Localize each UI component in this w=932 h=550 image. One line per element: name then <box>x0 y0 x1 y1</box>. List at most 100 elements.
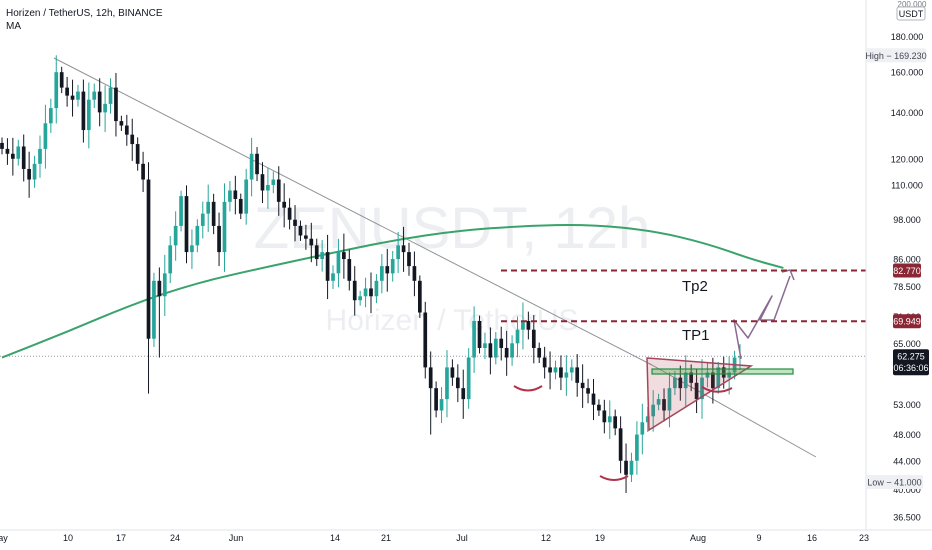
candle-body <box>16 146 21 159</box>
candle <box>477 315 482 354</box>
candle <box>548 351 552 390</box>
candle <box>141 151 145 193</box>
price-tick: 98.000 <box>893 215 921 225</box>
candle-body <box>27 168 31 180</box>
time-tick: Aug <box>690 533 706 543</box>
candle-body <box>412 266 417 281</box>
breakout-box <box>651 368 794 375</box>
candles <box>0 55 742 494</box>
watermark-name: Horizen / TetherUS <box>326 304 579 337</box>
candle <box>260 162 265 203</box>
candle <box>81 79 86 143</box>
candle-body <box>428 367 433 389</box>
tp2-label: Tp2 <box>682 278 708 295</box>
candle-body <box>342 252 346 260</box>
candle-body <box>309 238 314 246</box>
candle <box>445 350 449 418</box>
candle <box>70 79 75 117</box>
candle <box>586 378 590 404</box>
candle-body <box>689 372 694 383</box>
candle <box>309 222 314 263</box>
candle-body <box>244 179 249 214</box>
candle <box>200 201 205 239</box>
candle <box>651 390 656 432</box>
tp2-price-tag: 82.770 <box>893 266 921 276</box>
indicator-label[interactable]: MA <box>6 21 21 32</box>
price-tick: 48.000 <box>893 430 921 440</box>
candle-body <box>493 338 498 358</box>
price-tick: 180.000 <box>891 32 924 42</box>
candle <box>466 348 471 409</box>
candle-body <box>477 320 482 348</box>
candle <box>276 166 281 216</box>
candle-body <box>683 372 688 389</box>
candle <box>390 250 395 282</box>
candle <box>352 266 357 316</box>
candle-body <box>331 273 335 281</box>
candle-body <box>472 320 476 358</box>
candle-body <box>401 245 406 253</box>
candle-body <box>97 91 102 113</box>
candle-body <box>607 416 612 423</box>
low-tag-bg <box>866 475 923 490</box>
candle <box>591 378 596 421</box>
candle-body <box>455 377 460 389</box>
currency-badge <box>896 6 926 21</box>
symbol-title[interactable]: Horizen / TetherUS, 12h, BINANCE <box>6 8 163 19</box>
candle-body <box>271 179 276 185</box>
candle-body <box>640 422 645 435</box>
tp2-price-tag-bg <box>893 263 921 278</box>
last-price-tag: 62.275 <box>897 352 925 362</box>
candle <box>114 72 118 137</box>
candle-body <box>656 399 661 405</box>
time-axis[interactable]: ay 10 17 24 Jun 14 21 Jul 12 19 Aug 9 16 23 <box>0 529 932 543</box>
candle-body <box>184 196 189 253</box>
candle-body <box>363 288 368 297</box>
candle-body <box>260 174 265 191</box>
candle <box>711 357 715 404</box>
candle <box>580 364 585 408</box>
candle <box>146 162 151 394</box>
candle-body <box>466 357 471 400</box>
candle-body <box>211 201 216 226</box>
candle <box>656 393 661 411</box>
candle-body <box>276 179 281 202</box>
time-tick: ay <box>0 533 8 543</box>
candle <box>43 104 48 169</box>
candle-body <box>580 382 585 389</box>
candle-body <box>711 372 715 389</box>
price-tick: 140.000 <box>891 108 924 118</box>
candle-body <box>173 225 178 246</box>
candle-body <box>434 388 438 411</box>
candle-body <box>553 367 558 373</box>
candle <box>162 254 167 316</box>
candle <box>59 66 64 94</box>
candle-body <box>613 416 618 429</box>
candle-body <box>542 357 547 368</box>
candle <box>510 335 514 366</box>
candle <box>504 330 509 376</box>
candle <box>597 399 601 416</box>
price-tick: 65.000 <box>893 339 921 349</box>
candle-body <box>21 146 26 169</box>
candle <box>412 251 417 297</box>
candle <box>716 362 721 394</box>
candle-body <box>287 207 292 220</box>
candle <box>293 205 297 242</box>
candle <box>314 238 319 266</box>
candle-body <box>618 428 623 461</box>
candle-body <box>662 399 666 411</box>
candle-body <box>5 148 10 154</box>
candle-body <box>162 273 167 297</box>
candle <box>5 138 10 165</box>
candle <box>266 167 270 209</box>
candle-body <box>32 163 37 180</box>
candle <box>629 452 634 483</box>
candle-body <box>510 343 514 358</box>
candle-body <box>0 142 4 149</box>
candle-body <box>228 190 232 202</box>
time-tick: 21 <box>381 533 391 543</box>
candle-body <box>320 252 325 260</box>
